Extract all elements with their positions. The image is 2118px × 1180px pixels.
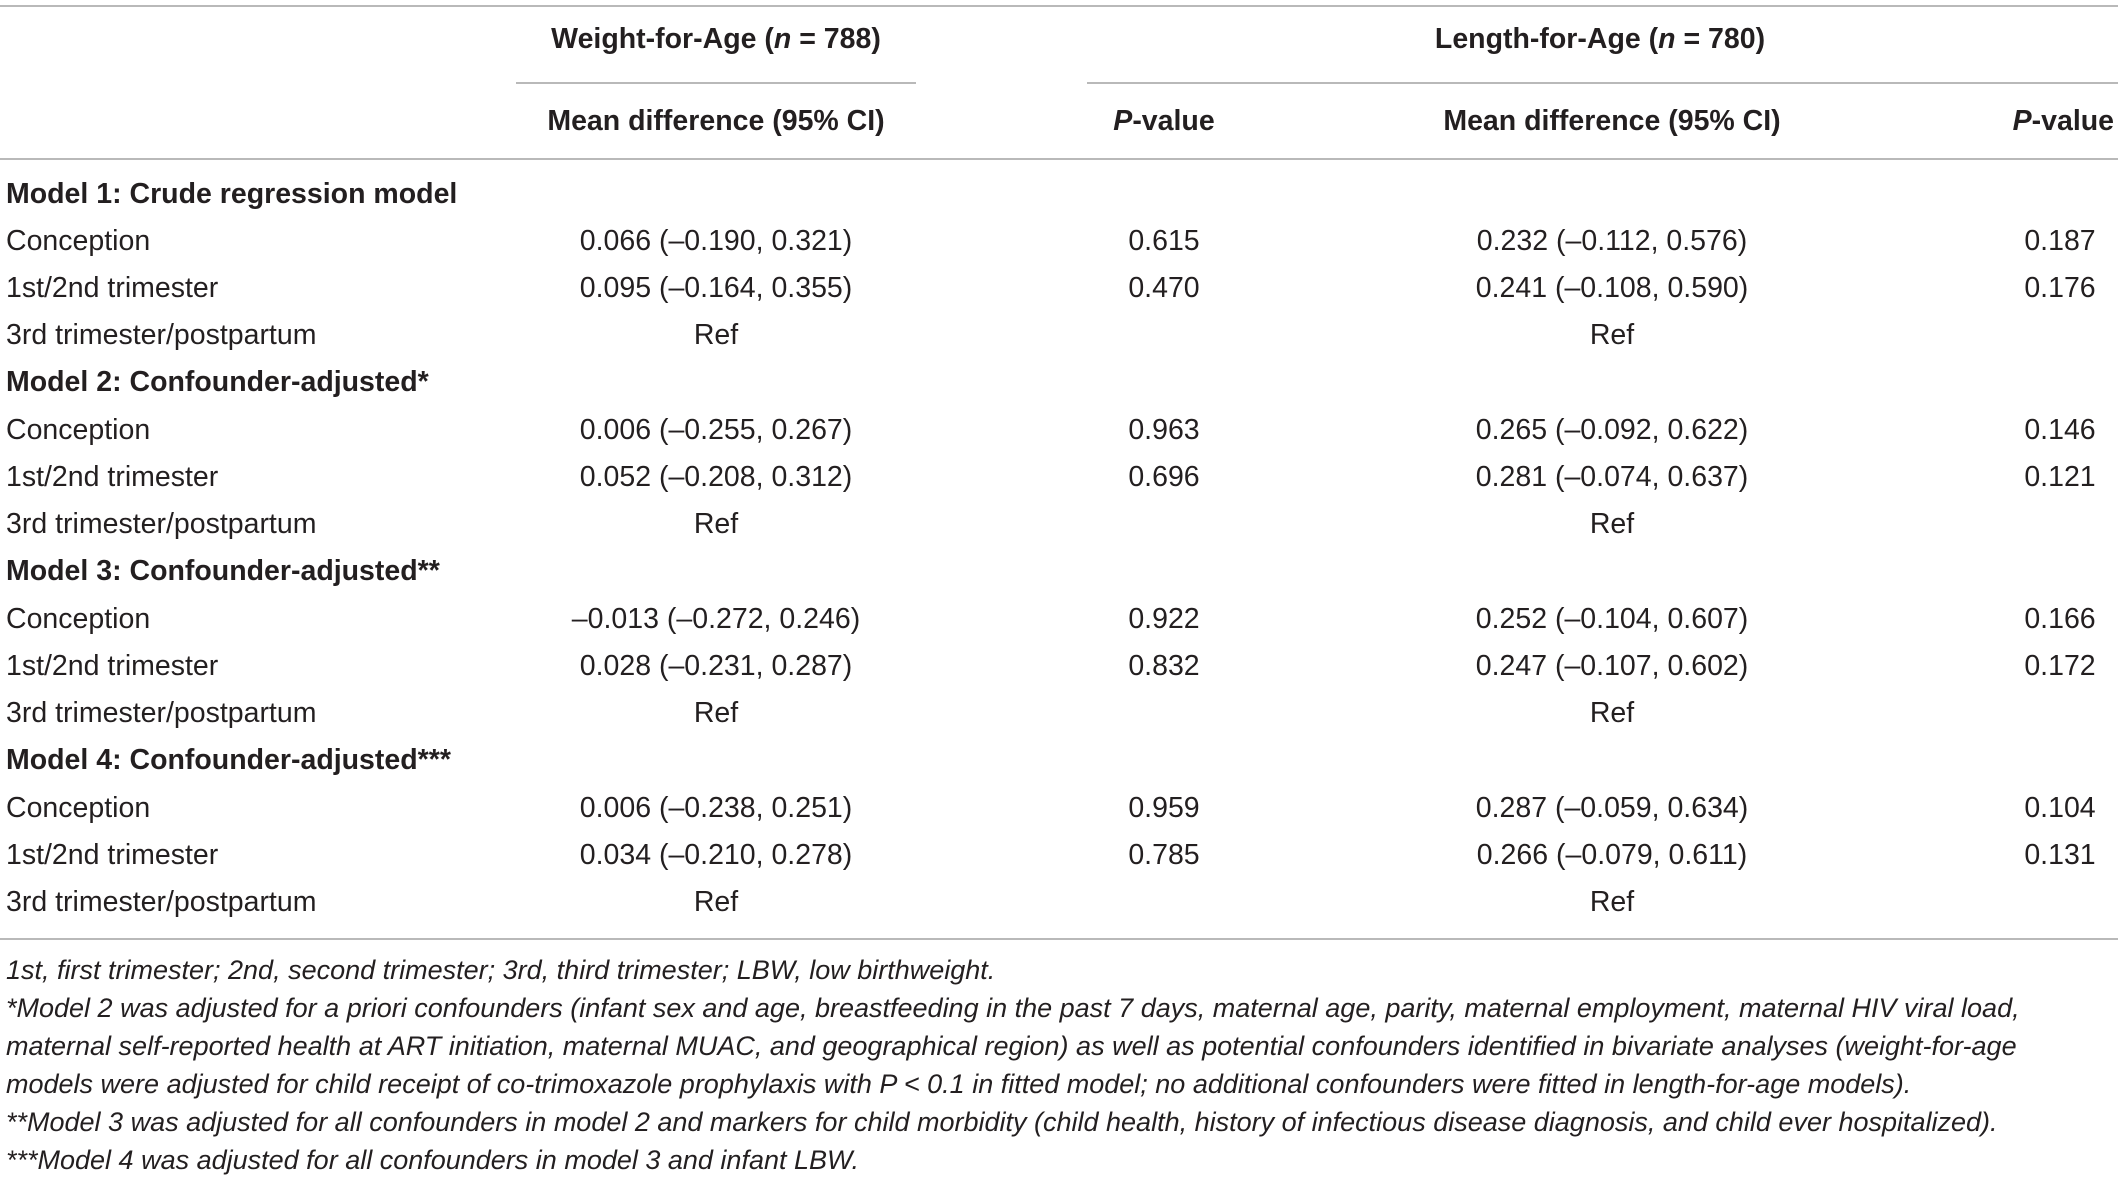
- row-label: 1st/2nd trimester: [6, 461, 219, 493]
- wfa-p-value: 0.959: [1128, 792, 1200, 824]
- lfa-p-value: 0.176: [2024, 272, 2096, 304]
- row-label: Conception: [6, 225, 151, 257]
- row-label: Conception: [6, 414, 151, 446]
- lfa-mean-difference: 0.281 (–0.074, 0.637): [1475, 461, 1749, 493]
- column-header-p-value-wfa: P-value: [1113, 105, 1215, 137]
- row-label: 3rd trimester/postpartum: [6, 319, 317, 351]
- wfa-mean-difference: 0.028 (–0.231, 0.287): [579, 650, 853, 682]
- header-bottom-rule: [0, 158, 2118, 160]
- row-label: 1st/2nd trimester: [6, 839, 219, 871]
- table-top-rule: [0, 5, 2118, 7]
- row-label: 3rd trimester/postpartum: [6, 697, 317, 729]
- lfa-p-value: 0.121: [2024, 461, 2096, 493]
- wfa-mean-difference: Ref: [693, 319, 739, 351]
- group-rule-length-for-age: [1087, 82, 2118, 84]
- lfa-p-value: 0.187: [2024, 225, 2096, 257]
- lfa-p-value: 0.166: [2024, 603, 2096, 635]
- lfa-mean-difference: 0.266 (–0.079, 0.611): [1476, 839, 1748, 871]
- lfa-mean-difference: 0.287 (–0.059, 0.634): [1475, 792, 1749, 824]
- lfa-mean-difference: 0.265 (–0.092, 0.622): [1475, 414, 1749, 446]
- section-title-model-4: Model 4: Confounder-adjusted***: [6, 744, 451, 776]
- column-header-mean-difference-lfa: Mean difference (95% CI): [1443, 105, 1781, 137]
- lfa-p-value: 0.146: [2024, 414, 2096, 446]
- wfa-p-value: 0.785: [1128, 839, 1200, 871]
- wfa-mean-difference: Ref: [693, 886, 739, 918]
- footnote-model-4: ***Model 4 was adjusted for all confound…: [6, 1145, 859, 1175]
- row-label: Conception: [6, 603, 151, 635]
- wfa-mean-difference: 0.052 (–0.208, 0.312): [579, 461, 853, 493]
- group-header-length-for-age: Length-for-Age (n = 780): [1434, 23, 1766, 55]
- lfa-mean-difference: 0.232 (–0.112, 0.576): [1476, 225, 1748, 257]
- group-header-weight-for-age: Weight-for-Age (n = 788): [551, 23, 881, 55]
- wfa-mean-difference: 0.095 (–0.164, 0.355): [579, 272, 853, 304]
- section-title-model-2: Model 2: Confounder-adjusted*: [6, 366, 429, 398]
- lfa-mean-difference: Ref: [1589, 886, 1635, 918]
- section-title-model-3: Model 3: Confounder-adjusted**: [6, 555, 440, 587]
- wfa-mean-difference: 0.066 (–0.190, 0.321): [579, 225, 853, 257]
- group-rule-weight-for-age: [516, 82, 916, 84]
- footnote-model-3: **Model 3 was adjusted for all confounde…: [6, 1107, 1998, 1137]
- lfa-p-value: 0.172: [2024, 650, 2096, 682]
- footnote-model-2-cont: models were adjusted for child receipt o…: [6, 1069, 1912, 1099]
- wfa-p-value: 0.470: [1128, 272, 1200, 304]
- footnote-model-2: *Model 2 was adjusted for a priori confo…: [6, 993, 2020, 1023]
- wfa-mean-difference: 0.034 (–0.210, 0.278): [579, 839, 853, 871]
- row-label: 1st/2nd trimester: [6, 272, 219, 304]
- wfa-mean-difference: Ref: [693, 697, 739, 729]
- lfa-p-value: 0.131: [2024, 839, 2096, 871]
- wfa-p-value: 0.922: [1128, 603, 1200, 635]
- wfa-p-value: 0.832: [1128, 650, 1200, 682]
- row-label: 3rd trimester/postpartum: [6, 886, 317, 918]
- wfa-mean-difference: Ref: [693, 508, 739, 540]
- lfa-mean-difference: 0.241 (–0.108, 0.590): [1475, 272, 1749, 304]
- wfa-p-value: 0.615: [1128, 225, 1200, 257]
- lfa-mean-difference: 0.252 (–0.104, 0.607): [1475, 603, 1749, 635]
- row-label: 3rd trimester/postpartum: [6, 508, 317, 540]
- section-title-model-1: Model 1: Crude regression model: [6, 178, 458, 210]
- lfa-mean-difference: Ref: [1589, 319, 1635, 351]
- lfa-mean-difference: 0.247 (–0.107, 0.602): [1475, 650, 1749, 682]
- column-header-p-value-lfa: P-value: [2012, 105, 2114, 137]
- wfa-mean-difference: 0.006 (–0.255, 0.267): [579, 414, 853, 446]
- row-label: Conception: [6, 792, 151, 824]
- table-bottom-rule: [0, 938, 2118, 940]
- wfa-mean-difference: 0.006 (–0.238, 0.251): [579, 792, 853, 824]
- wfa-p-value: 0.963: [1128, 414, 1200, 446]
- lfa-p-value: 0.104: [2024, 792, 2096, 824]
- wfa-p-value: 0.696: [1128, 461, 1200, 493]
- lfa-mean-difference: Ref: [1589, 697, 1635, 729]
- footnote-model-2-cont: maternal self-reported health at ART ini…: [6, 1031, 2017, 1061]
- column-header-mean-difference-wfa: Mean difference (95% CI): [547, 105, 885, 137]
- wfa-mean-difference: –0.013 (–0.272, 0.246): [571, 603, 861, 635]
- footnote-abbreviations: 1st, first trimester; 2nd, second trimes…: [6, 955, 996, 985]
- row-label: 1st/2nd trimester: [6, 650, 219, 682]
- lfa-mean-difference: Ref: [1589, 508, 1635, 540]
